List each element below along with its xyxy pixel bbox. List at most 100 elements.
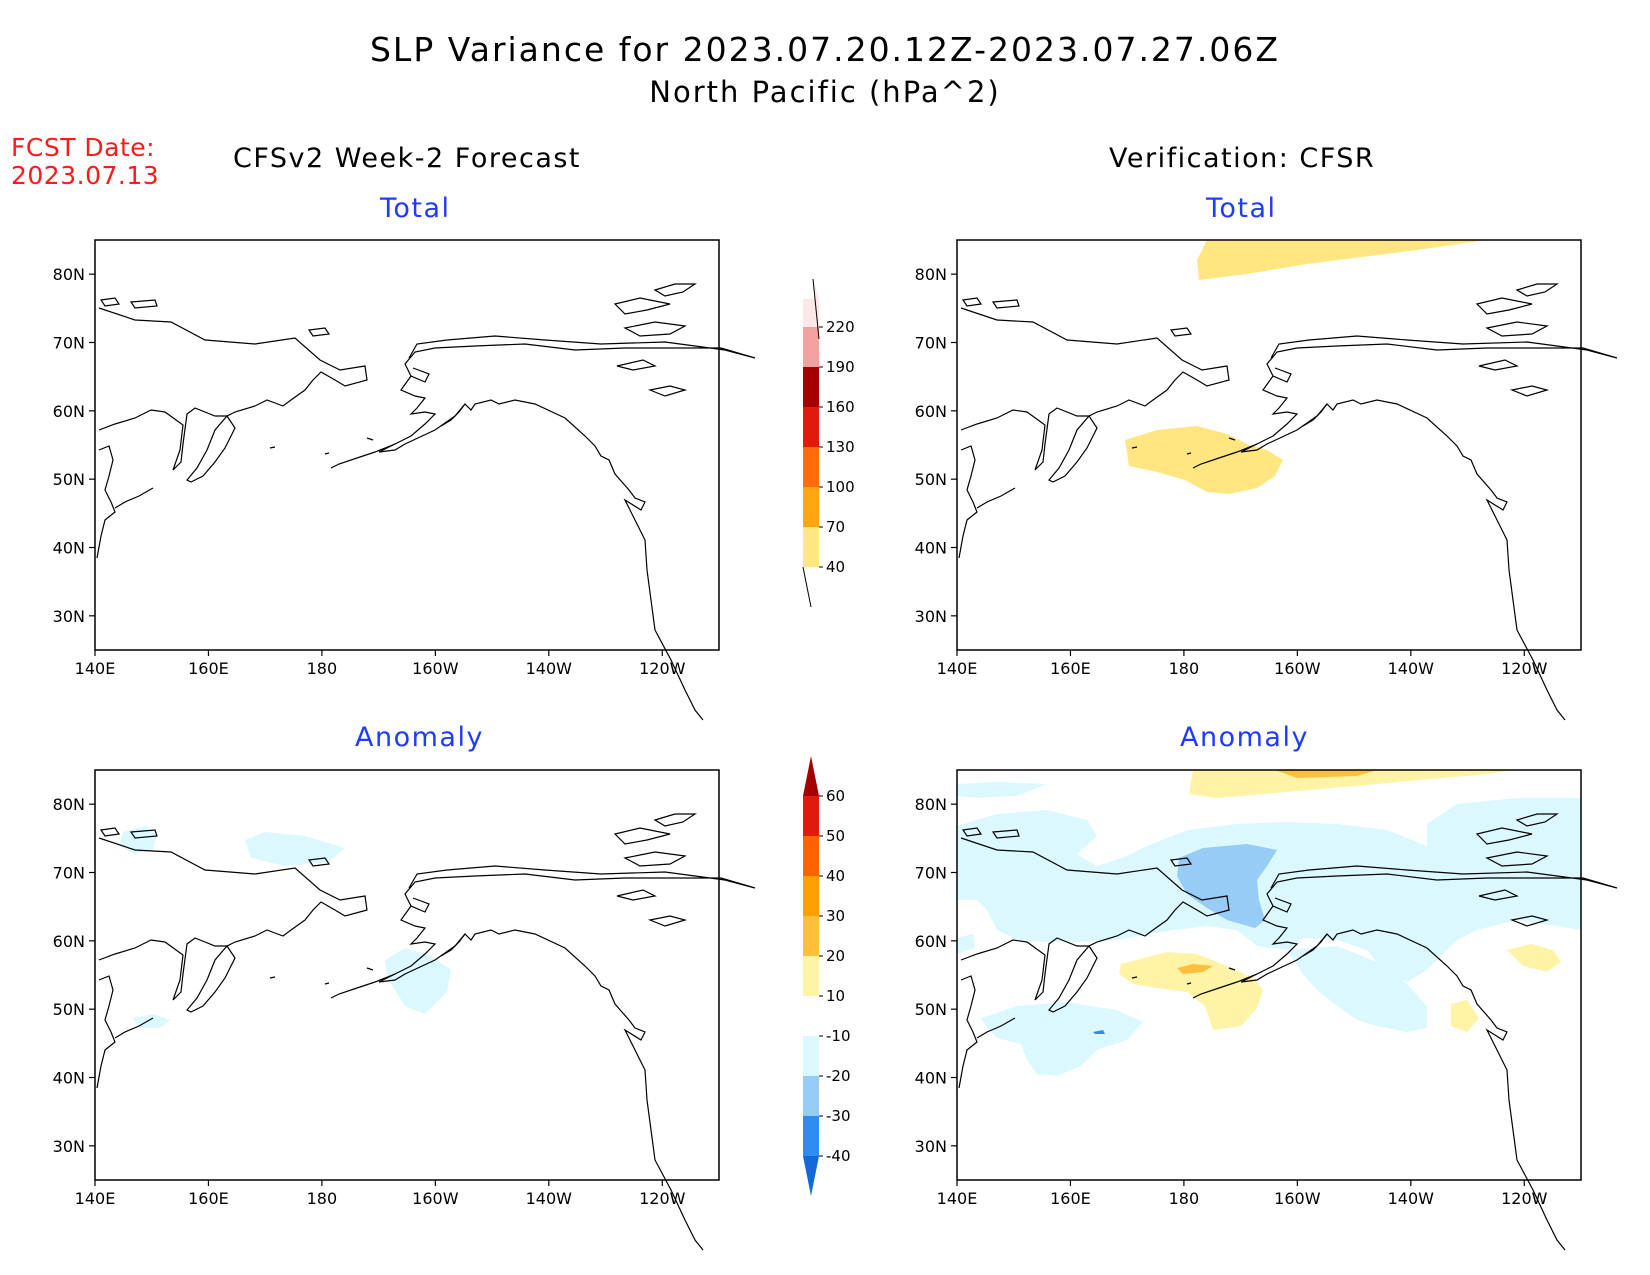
colorbar-total-label: 160 xyxy=(826,398,855,416)
lon-tick-label: 120W xyxy=(639,659,686,678)
axis-ticks: 140E 160E 180 160W 140W 120W 80N 70N 60N 50N 40N 30… xyxy=(53,265,1548,1208)
colorbar-total-top-cap xyxy=(812,278,820,340)
colorbar-anomaly-swatch xyxy=(803,996,819,1036)
lat-tick-label: 30N xyxy=(915,607,947,626)
lon-tick-label: 140W xyxy=(526,1189,573,1208)
colorbar-anomaly-label: -30 xyxy=(826,1107,851,1125)
lon-tick-label: 180 xyxy=(307,659,338,678)
colorbar-total-label: 100 xyxy=(826,478,855,496)
colorbar-total-swatch xyxy=(803,279,819,327)
panel-title-forecast-anomaly: Anomaly xyxy=(355,722,484,753)
colorbar-anomaly-swatch xyxy=(803,796,819,836)
lat-tick-label: 60N xyxy=(53,932,85,951)
lon-tick-label: 120W xyxy=(639,1189,686,1208)
lon-tick-label: 160W xyxy=(412,1189,459,1208)
colorbar-anomaly-label: -20 xyxy=(826,1067,851,1085)
panel-title-forecast-total: Total xyxy=(380,193,451,224)
map-panel-forecast-total xyxy=(94,239,756,721)
lat-tick-label: 30N xyxy=(53,1137,85,1156)
colorbar-anomaly: -40 -30 -20 -10 10 20 30 40 50 60 xyxy=(803,756,851,1196)
forecast-column-title: CFSv2 Week-2 Forecast xyxy=(233,143,582,174)
colorbar-total-bottom-cap xyxy=(802,566,812,608)
lat-tick-label: 60N xyxy=(915,932,947,951)
lat-tick-label: 80N xyxy=(915,795,947,814)
lat-tick-label: 50N xyxy=(915,1000,947,1019)
lat-tick-label: 40N xyxy=(915,539,947,558)
lat-tick-label: 40N xyxy=(53,539,85,558)
lat-tick-label: 30N xyxy=(915,1137,947,1156)
colorbar-total-swatch xyxy=(803,487,819,527)
lat-tick-label: 70N xyxy=(915,864,947,883)
lat-tick-label: 50N xyxy=(915,470,947,489)
colorbar-anomaly-label: 10 xyxy=(826,987,845,1005)
colorbar-total-swatch xyxy=(803,327,819,367)
lat-tick-label: 70N xyxy=(53,864,85,883)
panel-title-verification-anomaly: Anomaly xyxy=(1180,722,1309,753)
colorbar-total-swatch xyxy=(803,367,819,407)
lat-tick-label: 60N xyxy=(915,402,947,421)
colorbar-anomaly-label: 40 xyxy=(826,867,845,885)
colorbar-anomaly-label: 50 xyxy=(826,827,845,845)
lon-tick-label: 140W xyxy=(1388,1189,1435,1208)
colorbar-total-label: 190 xyxy=(826,358,855,376)
lon-tick-label: 160E xyxy=(188,1189,229,1208)
lat-tick-label: 60N xyxy=(53,402,85,421)
colorbar-anomaly-swatch xyxy=(803,916,819,956)
colorbar-total-label: 130 xyxy=(826,438,855,456)
fcst-date-label: FCST Date: xyxy=(11,133,156,162)
variance-contour-40-bering xyxy=(1125,426,1283,494)
lon-tick-label: 160W xyxy=(412,659,459,678)
colorbar-total-swatch xyxy=(803,527,819,567)
lon-tick-label: 140E xyxy=(937,659,978,678)
colorbar-anomaly-label: -40 xyxy=(826,1147,851,1165)
lon-tick-label: 140E xyxy=(75,1189,116,1208)
lat-tick-label: 50N xyxy=(53,1000,85,1019)
colorbar-total-swatch xyxy=(803,407,819,447)
colorbar-anomaly-label: 60 xyxy=(826,787,845,805)
lon-tick-label: 120W xyxy=(1501,1189,1548,1208)
lon-tick-label: 160E xyxy=(1050,1189,1091,1208)
colorbar-anomaly-swatch xyxy=(803,1116,819,1156)
colorbar-anomaly-swatch xyxy=(803,756,819,796)
lon-tick-label: 180 xyxy=(307,1189,338,1208)
figure-title: SLP Variance for 2023.07.20.12Z-2023.07.… xyxy=(369,30,1281,69)
colorbar-total-swatch xyxy=(803,447,819,487)
lon-tick-label: 120W xyxy=(1501,659,1548,678)
verification-column-title: Verification: CFSR xyxy=(1109,143,1376,174)
colorbar-total-label: 70 xyxy=(826,518,845,536)
lon-tick-label: 160W xyxy=(1274,659,1321,678)
figure-subtitle: North Pacific (hPa^2) xyxy=(649,75,1001,109)
colorbar-anomaly-swatch xyxy=(803,1036,819,1076)
fcst-date-value: 2023.07.13 xyxy=(11,161,160,190)
lat-tick-label: 30N xyxy=(53,607,85,626)
map-panel-verification-total xyxy=(956,239,1618,721)
lon-tick-label: 180 xyxy=(1169,659,1200,678)
map-panel-forecast-anomaly xyxy=(94,769,756,1251)
lon-tick-label: 140W xyxy=(526,659,573,678)
variance-contour-40-arctic xyxy=(1197,240,1487,280)
colorbar-anomaly-label: -10 xyxy=(826,1027,851,1045)
lat-tick-label: 40N xyxy=(53,1069,85,1088)
lat-tick-label: 70N xyxy=(915,334,947,353)
lon-tick-label: 140E xyxy=(937,1189,978,1208)
panel-title-verification-total: Total xyxy=(1206,193,1277,224)
lon-tick-label: 140E xyxy=(75,659,116,678)
lat-tick-label: 80N xyxy=(915,265,947,284)
lon-tick-label: 160W xyxy=(1274,1189,1321,1208)
lon-tick-label: 160E xyxy=(1050,659,1091,678)
colorbar-anomaly-label: 30 xyxy=(826,907,845,925)
lat-tick-label: 80N xyxy=(53,795,85,814)
lat-tick-label: 50N xyxy=(53,470,85,489)
lat-tick-label: 70N xyxy=(53,334,85,353)
colorbar-anomaly-swatch xyxy=(803,1076,819,1116)
lat-tick-label: 80N xyxy=(53,265,85,284)
map-panel-verification-anomaly xyxy=(956,769,1618,1251)
colorbar-anomaly-label: 20 xyxy=(826,947,845,965)
colorbar-total-label: 220 xyxy=(826,318,855,336)
colorbar-anomaly-swatch xyxy=(803,836,819,876)
colorbar-total: 40 70 100 130 160 190 220 xyxy=(802,278,855,608)
colorbar-total-label: 40 xyxy=(826,558,845,576)
lon-tick-label: 180 xyxy=(1169,1189,1200,1208)
lon-tick-label: 140W xyxy=(1388,659,1435,678)
